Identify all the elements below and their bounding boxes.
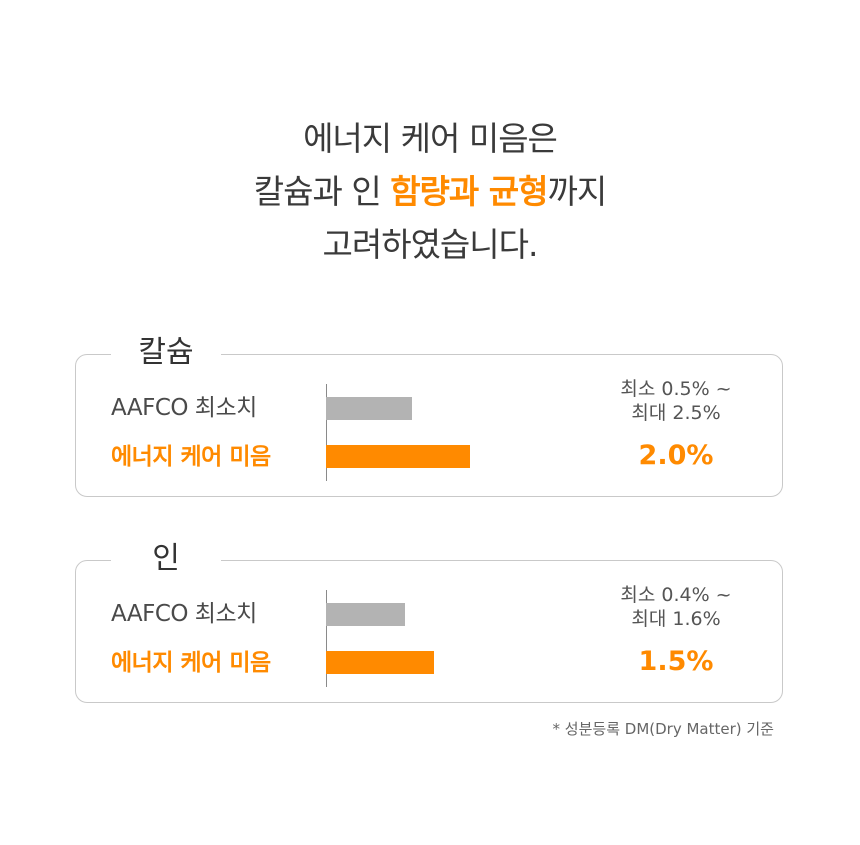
headline: 에너지 케어 미음은 칼슘과 인 함량과 균형까지 고려하였습니다.: [0, 112, 860, 271]
phosphorus-range-text: 최소 0.4% ~ 최대 1.6%: [596, 583, 756, 631]
phosphorus-chart-card: 인 AAFCO 최소치 에너지 케어 미음 최소 0.4% ~ 최대 1.6% …: [75, 537, 783, 703]
phosphorus-range-min: 최소 0.4% ~: [620, 584, 732, 606]
headline-line-2-end: 까지: [547, 172, 607, 211]
calcium-aafco-bar: [326, 397, 412, 420]
calcium-product-bar: [326, 445, 470, 468]
calcium-chart-title: 칼슘: [111, 331, 221, 375]
calcium-range-min: 최소 0.5% ~: [620, 378, 732, 400]
calcium-range-text: 최소 0.5% ~ 최대 2.5%: [596, 377, 756, 425]
calcium-chart-card: 칼슘 AAFCO 최소치 에너지 케어 미음 최소 0.5% ~ 최대 2.5%…: [75, 331, 783, 497]
headline-line-1: 에너지 케어 미음은: [303, 119, 558, 158]
phosphorus-value-label: 1.5%: [638, 646, 714, 677]
phosphorus-chart-title: 인: [111, 537, 221, 581]
phosphorus-range-max: 최대 1.6%: [631, 608, 721, 630]
calcium-value-label: 2.0%: [638, 440, 714, 471]
phosphorus-product-label: 에너지 케어 미음: [111, 650, 271, 676]
calcium-product-label: 에너지 케어 미음: [111, 444, 271, 470]
headline-line-2: 칼슘과 인 함량과 균형까지: [0, 165, 860, 218]
calcium-axis-line: [326, 384, 327, 481]
calcium-range-max: 최대 2.5%: [631, 402, 721, 424]
phosphorus-aafco-label: AAFCO 최소치: [111, 601, 257, 627]
headline-accent: 함량과 균형: [390, 172, 548, 211]
phosphorus-product-bar: [326, 651, 434, 674]
headline-line-3: 고려하였습니다.: [322, 225, 538, 264]
headline-line-2-start: 칼슘과 인: [253, 172, 391, 211]
phosphorus-aafco-bar: [326, 603, 405, 626]
footnote: * 성분등록 DM(Dry Matter) 기준: [552, 720, 774, 738]
phosphorus-axis-line: [326, 590, 327, 687]
calcium-aafco-label: AAFCO 최소치: [111, 395, 257, 421]
